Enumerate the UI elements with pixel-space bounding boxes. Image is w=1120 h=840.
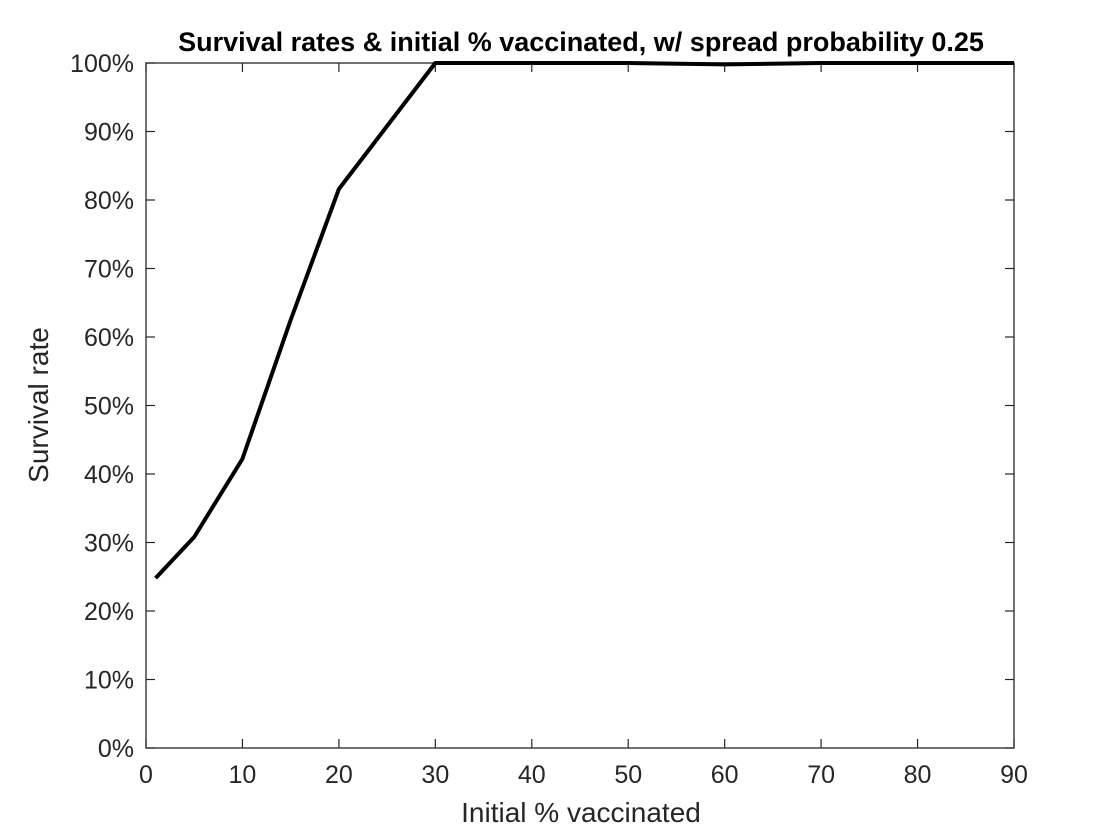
y-tick-label: 0% — [98, 735, 134, 763]
x-tick-label: 70 — [807, 761, 835, 789]
y-axis-label: Survival rate — [23, 327, 54, 483]
x-tick-label: 20 — [325, 761, 353, 789]
y-tick-label: 40% — [84, 461, 134, 489]
x-tick-label: 80 — [904, 761, 932, 789]
x-tick-label: 0 — [139, 761, 153, 789]
y-tick-label: 20% — [84, 598, 134, 626]
plot-area: 0 10 20 30 40 50 60 70 80 90 0% 10% 20% 30% 40% 50% 60% 7… — [70, 50, 1028, 789]
y-tick-label: 70% — [84, 256, 134, 284]
y-tick-label: 50% — [84, 393, 134, 421]
y-tick-label: 80% — [84, 187, 134, 215]
y-tick-label: 90% — [84, 119, 134, 147]
x-tick-label: 90 — [1000, 761, 1028, 789]
x-tick-label: 50 — [614, 761, 642, 789]
y-tick-label: 10% — [84, 667, 134, 695]
series-line-0 — [154, 61, 1014, 580]
y-tick-label: 100% — [70, 50, 134, 78]
chart-title: Survival rates & initial % vaccinated, w… — [178, 27, 984, 57]
y-tick-label: 30% — [84, 530, 134, 558]
x-tick-label: 30 — [421, 761, 449, 789]
x-tick-label: 10 — [229, 761, 257, 789]
x-tick-label: 40 — [518, 761, 546, 789]
plot-frame — [145, 62, 1015, 749]
y-tick-label: 60% — [84, 324, 134, 352]
x-tick-label: 60 — [711, 761, 739, 789]
x-axis-label: Initial % vaccinated — [461, 797, 701, 828]
